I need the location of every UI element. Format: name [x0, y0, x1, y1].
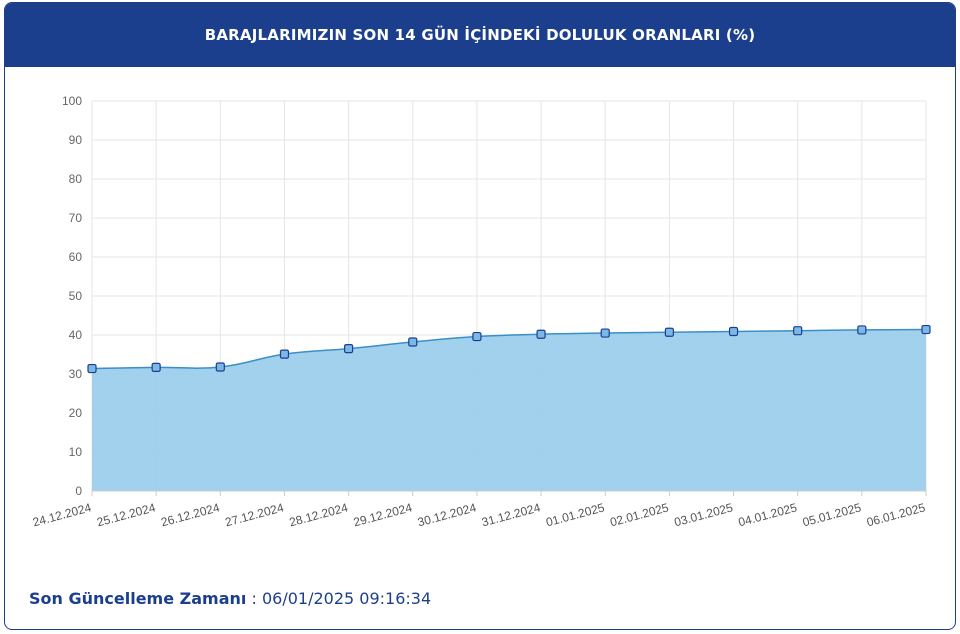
data-point-marker [279, 349, 290, 359]
chart-title: BARAJLARIMIZIN SON 14 GÜN İÇİNDEKİ DOLUL… [204, 26, 756, 44]
x-tick-label: 29.12.2024 [352, 500, 414, 529]
x-tick-label: 02.01.2025 [609, 500, 671, 529]
data-point-marker [344, 344, 354, 354]
y-tick-label: 70 [69, 211, 83, 225]
data-point-marker [728, 326, 739, 337]
data-point-marker [600, 328, 610, 338]
data-point-marker [472, 331, 482, 342]
y-tick-label: 50 [69, 289, 83, 303]
last-update-label: Son Güncelleme Zamanı [29, 589, 247, 608]
y-tick-label: 100 [62, 94, 82, 108]
y-tick-label: 10 [69, 445, 83, 459]
x-tick-label: 03.01.2025 [673, 500, 735, 529]
x-tick-label: 24.12.2024 [31, 500, 93, 529]
series-area [92, 329, 926, 491]
y-tick-label: 80 [69, 172, 83, 186]
y-tick-label: 40 [69, 328, 83, 342]
x-tick-label: 05.01.2025 [801, 500, 863, 529]
data-point-marker [408, 337, 418, 347]
x-tick-label: 27.12.2024 [224, 500, 286, 529]
data-point-marker [536, 329, 546, 339]
x-tick-label: 31.12.2024 [480, 500, 542, 529]
data-point-marker [151, 362, 161, 372]
x-tick-label: 30.12.2024 [416, 500, 478, 529]
x-tick-label: 06.01.2025 [865, 500, 927, 529]
x-tick-label: 28.12.2024 [288, 500, 350, 529]
data-point-marker [87, 363, 97, 374]
last-update-value: 06/01/2025 09:16:34 [261, 589, 432, 608]
data-point-marker [664, 327, 674, 337]
y-tick-label: 20 [69, 406, 83, 420]
chart-area: 0 10 20 30 40 50 60 70 80 90 100 24.12.2024 25.12.20… [5, 67, 955, 567]
chart-card: BARAJLARIMIZIN SON 14 GÜN İÇİNDEKİ DOLUL… [4, 2, 956, 630]
x-tick-label: 26.12.2024 [159, 500, 221, 529]
x-tick-label: 01.01.2025 [544, 500, 606, 529]
chart-header: BARAJLARIMIZIN SON 14 GÜN İÇİNDEKİ DOLUL… [5, 3, 955, 67]
data-point-marker [921, 324, 931, 335]
y-tick-label: 0 [75, 484, 82, 498]
occupancy-chart: 0 10 20 30 40 50 60 70 80 90 100 24.12.2024 25.12.20… [31, 94, 931, 529]
series-line [91, 328, 927, 370]
data-point-marker [793, 326, 803, 336]
y-tick-label: 90 [69, 133, 83, 147]
y-tick-label: 30 [69, 367, 83, 381]
data-point-marker [215, 362, 225, 372]
x-tick-label: 25.12.2024 [95, 500, 157, 529]
y-tick-label: 60 [69, 250, 83, 264]
last-update: Son Güncelleme Zamanı : 06/01/2025 09:16… [29, 589, 431, 608]
x-tick-label: 04.01.2025 [737, 500, 799, 529]
data-point-marker [857, 325, 867, 335]
last-update-separator: : [246, 589, 262, 608]
